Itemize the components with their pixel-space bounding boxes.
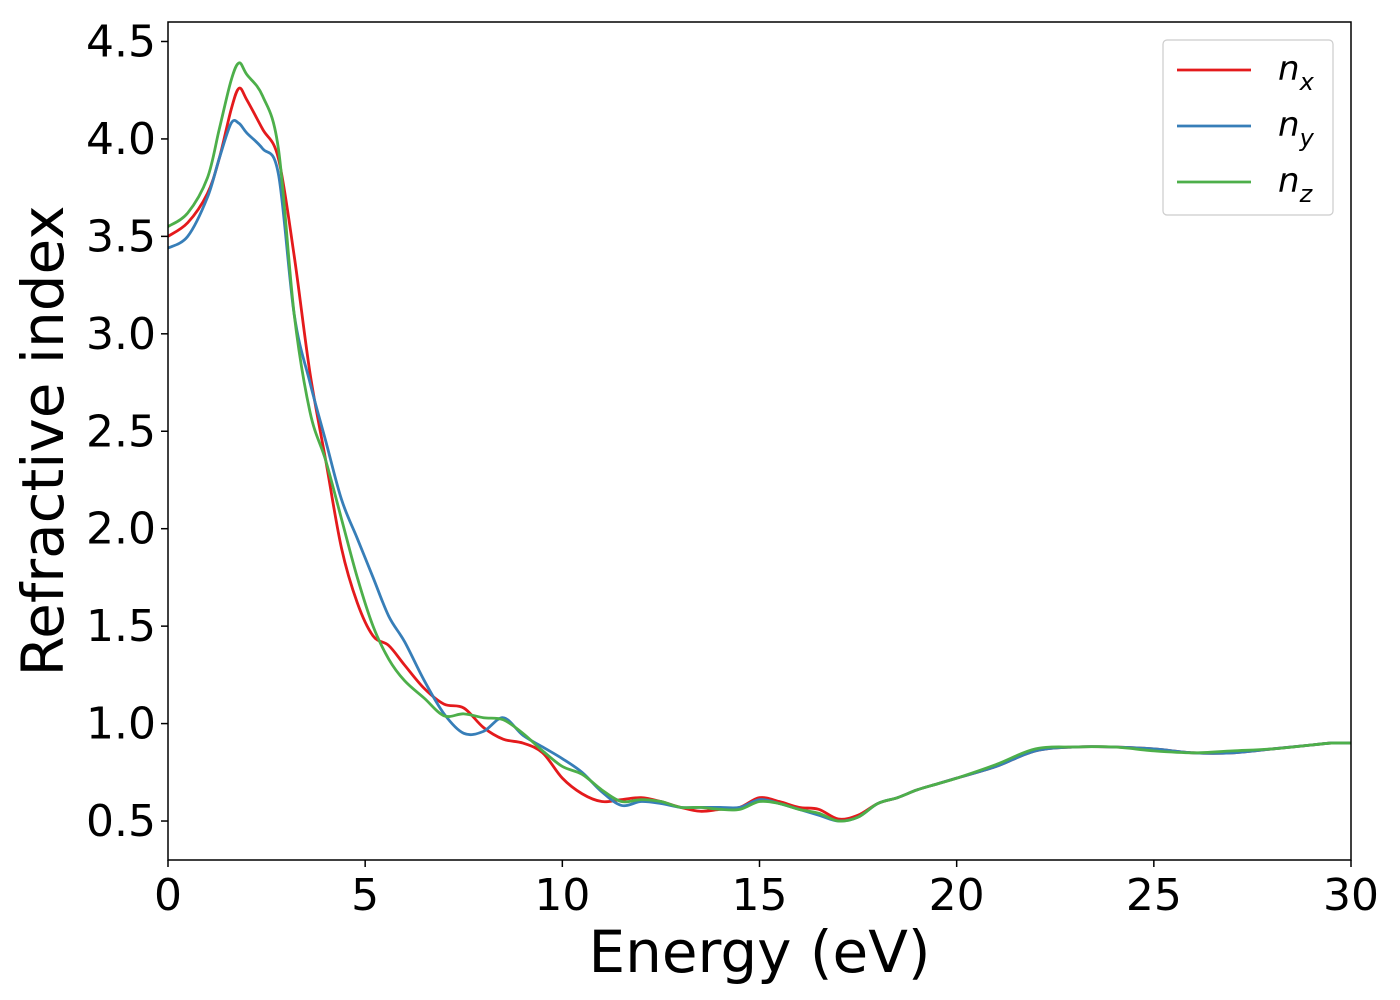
series-line-nz [168,61,1351,823]
x-tick-label: 25 [1126,870,1182,921]
legend-entry-nz: nz [1177,161,1314,208]
x-tick-label: 5 [351,870,379,921]
y-tick-label: 3.5 [86,211,156,262]
x-axis-label: Energy (eV) [588,918,930,986]
x-axis-ticks: 0 5 10 15 20 25 30 [154,860,1379,921]
y-axis-label: Refractive index [9,205,77,676]
legend-label: ny [1278,105,1315,152]
y-tick-label: 2.0 [86,504,156,555]
y-axis-ticks: 0.5 1.0 1.5 2.0 2.5 3.0 3.5 4.0 4.5 [86,16,168,847]
x-tick-label: 20 [929,870,985,921]
x-tick-label: 30 [1323,870,1379,921]
y-tick-label: 0.5 [86,796,156,847]
legend-box [1162,39,1334,216]
y-tick-label: 3.0 [86,309,156,360]
legend-entry-ny: ny [1177,105,1315,152]
series-line-ny [168,118,1351,823]
legend: nx ny nz [1162,39,1334,216]
y-tick-label: 2.5 [86,406,156,457]
y-tick-label: 4.0 [86,114,156,165]
y-tick-label: 1.5 [86,601,156,652]
y-tick-label: 1.0 [86,699,156,750]
x-tick-label: 0 [154,870,182,921]
x-tick-label: 10 [534,870,590,921]
legend-entry-nx: nx [1177,49,1315,96]
legend-label: nz [1278,161,1314,208]
y-tick-label: 4.5 [86,16,156,67]
x-tick-label: 15 [732,870,788,921]
legend-entries: nx ny nz [1177,49,1315,208]
series-layer [168,61,1351,823]
legend-label: nx [1278,49,1315,96]
